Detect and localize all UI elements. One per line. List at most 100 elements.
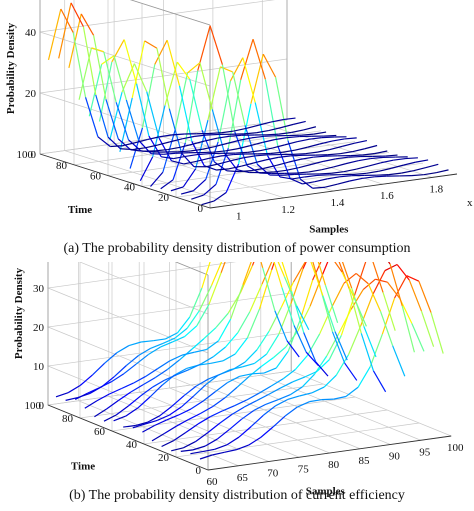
series-line-8-4	[171, 395, 185, 407]
series-line-10-2	[123, 39, 138, 84]
series-line-13-6	[147, 346, 161, 356]
series-line-1-9	[299, 392, 313, 397]
series-line-1-0	[191, 194, 204, 200]
series-line-12-3	[121, 382, 134, 390]
series-line-12-15	[264, 135, 277, 137]
y-tick-label-3: 60	[94, 426, 106, 438]
series-line-0-9	[312, 186, 326, 189]
series-line-3-0	[171, 447, 184, 452]
series-line-15-16	[245, 124, 259, 130]
series-line-13-9	[184, 325, 198, 338]
series-line-11-5	[151, 153, 164, 155]
series-line-1-10	[314, 178, 328, 183]
series-line-1-3	[226, 436, 240, 446]
series-line-4-15	[345, 160, 359, 165]
series-line-1-8	[287, 395, 301, 401]
series-line-15-3	[84, 97, 99, 137]
y-tick-label-1: 20	[158, 192, 170, 204]
series-line-9-5	[171, 160, 184, 165]
series-line-9-16	[307, 143, 320, 148]
figure-b: (b) The probability density distribution…	[0, 262, 474, 511]
series-line-6-0	[142, 424, 155, 433]
series-line-2-18	[403, 161, 416, 166]
series-line-1-5	[250, 414, 264, 427]
series-line-8-10	[244, 349, 258, 363]
series-line-14-4	[113, 365, 127, 378]
series-line-1-2	[215, 147, 229, 185]
series-line-9-10	[233, 153, 246, 156]
series-line-11-15	[274, 137, 287, 141]
series-line-7-17	[339, 151, 353, 155]
series-line-3-18	[389, 263, 403, 307]
series-line-3-19	[401, 305, 415, 353]
series-line-2-11	[316, 174, 330, 177]
series-line-11-2	[113, 55, 127, 101]
series-line-8-7	[208, 373, 221, 380]
series-line-15-11	[189, 287, 203, 318]
series-line-15-7	[134, 138, 148, 144]
series-line-5-10	[273, 346, 287, 358]
series-line-12-16	[281, 262, 293, 292]
series-line-0-1	[213, 191, 227, 202]
y-tick-label-2: 40	[124, 181, 136, 193]
series-line-0-17	[411, 174, 424, 177]
series-line-9-14	[282, 149, 296, 153]
series-line-10-17	[310, 262, 324, 296]
series-line-6-7	[227, 375, 240, 384]
series-line-4-14	[331, 282, 345, 308]
series-line-13-3	[105, 99, 119, 140]
series-line-1-10	[311, 386, 325, 394]
series-line-2-3	[217, 80, 232, 142]
x-tick-label-0: 1	[236, 211, 242, 223]
series-line-8-9	[230, 157, 244, 162]
series-line-0-0	[201, 200, 215, 206]
series-line-11-11	[225, 148, 238, 152]
series-line-14-9	[169, 138, 183, 143]
series-line-8-8	[220, 369, 233, 375]
series-line-6-5	[202, 391, 216, 402]
series-line-15-9	[165, 332, 178, 340]
series-line-3-8	[268, 387, 281, 396]
series-line-9-7	[196, 157, 209, 163]
series-line-4-4	[209, 410, 223, 418]
series-line-1-13	[347, 325, 362, 355]
series-line-0-8	[297, 401, 310, 408]
z-axis-label: Probability Density	[5, 22, 17, 114]
series-line-13-19	[303, 126, 317, 131]
series-line-1-7	[275, 398, 288, 407]
series-line-0-7	[284, 406, 298, 417]
series-line-3-2	[195, 432, 209, 443]
series-line-14-11	[198, 285, 213, 311]
series-line-12-10	[206, 340, 219, 351]
gridline-z-4	[79, 262, 209, 315]
series-line-3-17	[380, 159, 394, 164]
series-line-2-15	[366, 170, 379, 174]
series-line-8-2	[144, 40, 158, 49]
series-line-10-4	[148, 135, 162, 158]
series-line-11-5	[154, 369, 168, 379]
series-line-12-12	[227, 139, 240, 144]
series-line-6-18	[360, 333, 375, 371]
series-line-10-19	[334, 331, 348, 361]
series-line-15-4	[97, 136, 111, 147]
series-line-0-12	[345, 386, 359, 397]
series-line-15-8	[147, 136, 160, 141]
series-line-8-3	[159, 405, 173, 417]
x-tick-label-7: 95	[419, 446, 431, 458]
series-line-12-1	[96, 393, 110, 402]
series-line-5-7	[236, 375, 250, 388]
series-line-10-5	[164, 374, 178, 381]
series-line-12-8	[181, 351, 195, 356]
series-line-6-14	[313, 155, 326, 158]
x-tick-label-0: 60	[207, 476, 219, 488]
series-line-5-9	[261, 171, 275, 174]
series-line-11-4	[142, 377, 156, 386]
series-line-4-13	[319, 306, 333, 335]
series-line-4-18	[379, 311, 394, 346]
series-line-2-14	[350, 289, 364, 310]
series-line-6-14	[312, 262, 322, 281]
series-line-15-9	[159, 134, 173, 138]
series-line-5-2	[176, 419, 189, 427]
series-line-14-1	[70, 2, 84, 27]
series-line-1-11	[323, 374, 337, 388]
